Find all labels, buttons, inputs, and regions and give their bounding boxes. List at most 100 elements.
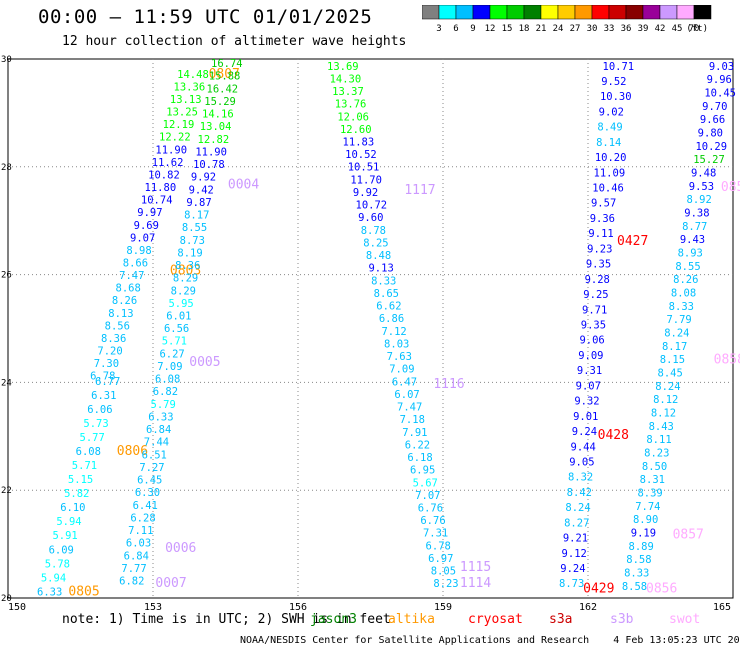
wave-height-label: 9.87 [186,197,211,209]
colorbar-tick-label: 33 [604,24,615,34]
wave-height-label: 9.80 [698,127,723,139]
wave-height-label: 8.13 [108,308,133,320]
plot-frame [7,58,734,599]
wave-height-label: 5.78 [45,558,70,570]
wave-height-label: 8.23 [433,578,458,590]
wave-height-label: 8.58 [626,554,651,566]
wave-height-label: 6.82 [153,386,178,398]
wave-height-label: 6.07 [394,389,419,401]
colorbar-tick-label: 3 [436,24,441,34]
wave-height-label: 5.67 [413,477,438,489]
wave-height-label: 8.73 [180,235,205,247]
wave-height-label: 6.41 [133,500,158,512]
wave-height-label: 8.12 [651,408,676,420]
wave-height-label: 11.09 [594,167,626,179]
wave-height-label: 6.10 [60,502,85,514]
wave-height-label: 10.71 [603,61,635,73]
pass-time-label: 1115 [460,560,491,575]
wave-height-label: 8.17 [184,210,209,222]
wave-height-label: 14.30 [330,73,362,85]
wave-height-label: 9.52 [601,76,626,88]
pass-time-label: 0007 [155,576,186,591]
wave-height-label: 8.36 [101,333,126,345]
wave-height-label: 7.79 [666,314,691,326]
pass-time-label: 0429 [583,582,614,597]
pass-time-label: 0006 [165,541,196,556]
wave-height-label: 6.62 [376,301,401,313]
wave-height-label: 8.15 [660,354,685,366]
wave-height-label: 10.74 [141,195,173,207]
wave-height-label: 6.84 [146,424,171,436]
y-tick-label: 26 [1,271,12,281]
wave-height-label: 10.82 [148,169,180,181]
x-tick-label: 156 [289,602,307,612]
wave-height-label: 7.18 [400,414,425,426]
wave-height-label: 9.01 [573,411,598,423]
pass-time-label: 0807 [209,67,240,82]
wave-height-label: 5.15 [68,474,93,486]
wave-height-label: 8.19 [177,247,202,259]
footer-credit: NOAA/NESDIS Center for Satellite Applica… [240,635,740,646]
wave-height-label: 7.12 [381,326,406,338]
pass-time-label: 1117 [404,183,435,198]
y-tick-label: 28 [1,163,12,173]
wave-height-label: 9.03 [709,61,734,73]
wave-height-label: 9.70 [702,101,727,113]
wave-height-label: 9.31 [577,365,602,377]
wave-height-label: 9.66 [700,114,725,126]
wave-height-label: 7.09 [389,364,414,376]
wave-height-label: 9.28 [585,274,610,286]
wave-height-label: 5.82 [64,488,89,500]
wave-height-label: 8.90 [633,514,658,526]
wave-height-label: 8.33 [624,568,649,580]
wave-height-label: 9.25 [583,289,608,301]
wave-height-label: 8.65 [374,288,399,300]
wave-height-label: 8.33 [669,301,694,313]
wave-height-label: 8.98 [126,245,151,257]
wave-height-label: 8.32 [568,472,593,484]
wave-height-label: 6.84 [124,550,149,562]
wave-height-label: 10.78 [193,159,225,171]
pass-time-label: 0806 [117,444,148,459]
pass-time-label: 0004 [228,177,259,192]
colorbar-tick-label: 18 [519,24,530,34]
colorbar-swatch [693,5,712,20]
wave-height-label: 8.29 [173,273,198,285]
wave-height-label: 6.86 [379,313,404,325]
wave-height-label: 6.09 [49,544,74,556]
wave-height-label: 12.19 [163,119,195,131]
wave-height-label: 7.47 [119,270,144,282]
wave-height-label: 9.24 [572,426,597,438]
wave-height-label: 9.12 [562,548,587,560]
wave-height-label: 11.90 [195,146,227,158]
satellite-legend-altika: altika [388,612,435,627]
wave-height-label: 11.83 [343,137,375,149]
wave-height-label: 9.43 [680,234,705,246]
wave-height-label: 9.19 [631,528,656,540]
wave-height-label: 12.82 [198,134,230,146]
wave-height-label: 8.68 [116,283,141,295]
wave-height-label: 9.35 [581,320,606,332]
wave-height-label: 8.17 [662,341,687,353]
wave-height-label: 9.38 [684,207,709,219]
x-tick-label: 162 [579,602,597,612]
wave-height-label: 6.28 [130,512,155,524]
wave-height-label: 10.72 [356,200,388,212]
wave-height-label: 13.69 [327,61,359,73]
wave-height-label: 7.07 [415,490,440,502]
wave-height-label: 13.36 [174,81,206,93]
wave-height-label: 8.93 [678,247,703,259]
wave-height-label: 10.29 [695,141,727,153]
wave-height-label: 9.97 [137,207,162,219]
chart-title: 00:00 – 11:59 UTC 01/01/2025 [38,6,373,28]
wave-height-label: 9.09 [578,350,603,362]
wave-height-label: 6.45 [137,475,162,487]
wave-height-label: 8.92 [687,194,712,206]
wave-height-label: 9.92 [191,172,216,184]
y-tick-label: 30 [1,55,12,65]
wave-height-label: 8.49 [597,122,622,134]
x-tick-label: 165 [713,602,731,612]
wave-height-label: 5.79 [151,399,176,411]
colorbar-tick-label: 9 [470,24,475,34]
wave-height-label: 9.42 [189,184,214,196]
